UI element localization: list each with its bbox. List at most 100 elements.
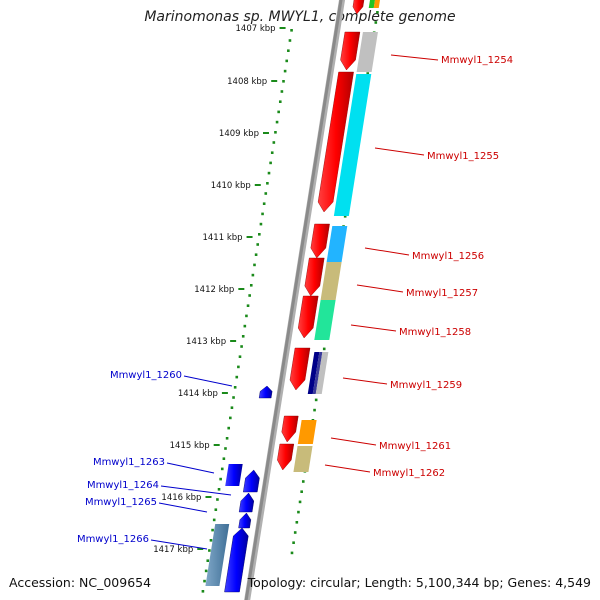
- label-leader-line: [160, 485, 232, 496]
- tick-dot: [298, 500, 302, 504]
- label-leader-line: [342, 377, 388, 385]
- reverse-gene-label[interactable]: Mmwyl1_1257: [406, 288, 478, 299]
- forward-gene-arrow[interactable]: [258, 385, 273, 399]
- tick-dot: [203, 579, 206, 583]
- forward-gene-arrow[interactable]: [238, 512, 252, 529]
- cog-strip[interactable]: [307, 352, 320, 394]
- tick-dot: [248, 294, 251, 297]
- ruler-label: 1414 kbp: [178, 389, 218, 399]
- tick-dot: [272, 141, 276, 144]
- ruler-label: 1412 kbp: [194, 285, 234, 295]
- label-leader-line: [350, 324, 397, 332]
- tick-dot: [227, 426, 231, 430]
- tick-dot: [376, 11, 379, 14]
- forward-gene-arrow[interactable]: [238, 492, 255, 513]
- genome-backbone: [244, 0, 346, 600]
- reverse-gene-label[interactable]: Mmwyl1_1259: [390, 380, 462, 391]
- reverse-gene-arrow[interactable]: [304, 257, 325, 297]
- reverse-gene-arrow[interactable]: [317, 71, 354, 213]
- reverse-gene-label[interactable]: Mmwyl1_1254: [441, 55, 513, 66]
- ruler-label: 1417 kbp: [153, 545, 193, 555]
- tick-dot: [217, 488, 221, 491]
- tick-dot: [222, 457, 226, 460]
- tick-dot: [313, 408, 316, 412]
- reverse-gene-arrow[interactable]: [289, 347, 311, 391]
- cog-strip-steel[interactable]: [205, 524, 230, 586]
- reverse-gene-arrow[interactable]: [277, 443, 295, 471]
- ruler-label: 1408 kbp: [227, 77, 267, 87]
- accession-text: Accession: NC_009654: [9, 575, 152, 590]
- tick-dot: [225, 437, 229, 440]
- tick-dot: [224, 447, 227, 450]
- tick-dot: [245, 314, 248, 318]
- reverse-gene-arrow[interactable]: [297, 295, 319, 339]
- tick-dot: [206, 559, 210, 562]
- tick-dot: [277, 110, 280, 114]
- forward-gene-label[interactable]: Mmwyl1_1266: [77, 534, 149, 545]
- label-leader-line: [390, 54, 439, 61]
- forward-gene-label[interactable]: Mmwyl1_1263: [93, 457, 165, 468]
- tick-dot: [290, 29, 293, 32]
- tick-dot: [280, 90, 284, 93]
- tick-dot: [251, 273, 255, 277]
- ruler-label: 1416 kbp: [161, 493, 201, 503]
- cog-strip[interactable]: [312, 352, 323, 394]
- tick-dot: [283, 69, 287, 73]
- tick-dot: [229, 416, 232, 420]
- reverse-gene-arrow[interactable]: [281, 415, 299, 443]
- cog-strip[interactable]: [326, 226, 348, 262]
- cog-strip[interactable]: [320, 262, 342, 300]
- tick-dot: [209, 539, 213, 542]
- gene-arrow-partial[interactable]: [352, 0, 365, 15]
- tick-dot: [216, 498, 219, 501]
- tick-dot: [258, 233, 261, 236]
- tick-dot: [288, 39, 292, 42]
- forward-gene-label[interactable]: Mmwyl1_1265: [85, 497, 157, 508]
- forward-gene-label[interactable]: Mmwyl1_1264: [87, 480, 159, 491]
- reverse-gene-label[interactable]: Mmwyl1_1256: [412, 251, 484, 262]
- reverse-gene-label[interactable]: Mmwyl1_1261: [379, 441, 451, 452]
- tick-dot: [214, 508, 218, 511]
- forward-gene-block[interactable]: [225, 464, 243, 486]
- reverse-gene-label[interactable]: Mmwyl1_1262: [373, 468, 445, 479]
- cog-strip-partial[interactable]: [368, 0, 376, 8]
- reverse-gene-arrow[interactable]: [340, 31, 361, 71]
- cog-strip-partial[interactable]: [373, 0, 381, 8]
- label-leader-line: [324, 464, 371, 473]
- tick-dot: [322, 347, 326, 351]
- reverse-gene-arrow[interactable]: [310, 223, 330, 259]
- tick-dot: [219, 477, 222, 481]
- tick-dot: [233, 386, 237, 389]
- cog-strip[interactable]: [315, 352, 329, 394]
- label-leader-line: [166, 462, 215, 474]
- tick-dot: [238, 355, 242, 358]
- forward-gene-arrow[interactable]: [243, 469, 260, 493]
- cog-strip[interactable]: [314, 300, 336, 340]
- tick-dot: [253, 263, 256, 267]
- label-leader-line: [183, 375, 233, 387]
- tick-dot: [208, 549, 211, 552]
- tick-dot: [266, 182, 269, 185]
- tick-dot: [243, 324, 247, 328]
- label-leader-line: [158, 502, 208, 513]
- reverse-gene-label[interactable]: Mmwyl1_1255: [427, 151, 499, 162]
- cog-strip[interactable]: [333, 74, 372, 216]
- ruler-label: 1407 kbp: [236, 24, 276, 34]
- cog-strip[interactable]: [356, 32, 378, 72]
- tick-dot: [282, 80, 285, 83]
- label-leader-line: [356, 284, 404, 293]
- backbone-line: [244, 0, 343, 600]
- forward-gene-arrow[interactable]: [224, 527, 249, 593]
- tick-dot: [270, 151, 274, 154]
- tick-dot: [374, 21, 378, 24]
- forward-gene-label[interactable]: Mmwyl1_1260: [110, 370, 182, 381]
- cog-strip[interactable]: [293, 446, 313, 472]
- tick-dot: [269, 161, 272, 165]
- tick-dot: [300, 490, 303, 493]
- ruler-label: 1409 kbp: [219, 129, 259, 139]
- gene-labels[interactable]: Mmwyl1_1254 Mmwyl1_1255 Mmwyl1_1256 Mmwyl1_…: [77, 54, 513, 550]
- tick-dot: [274, 131, 277, 134]
- cog-strip[interactable]: [297, 420, 317, 444]
- reverse-gene-label[interactable]: Mmwyl1_1258: [399, 327, 471, 338]
